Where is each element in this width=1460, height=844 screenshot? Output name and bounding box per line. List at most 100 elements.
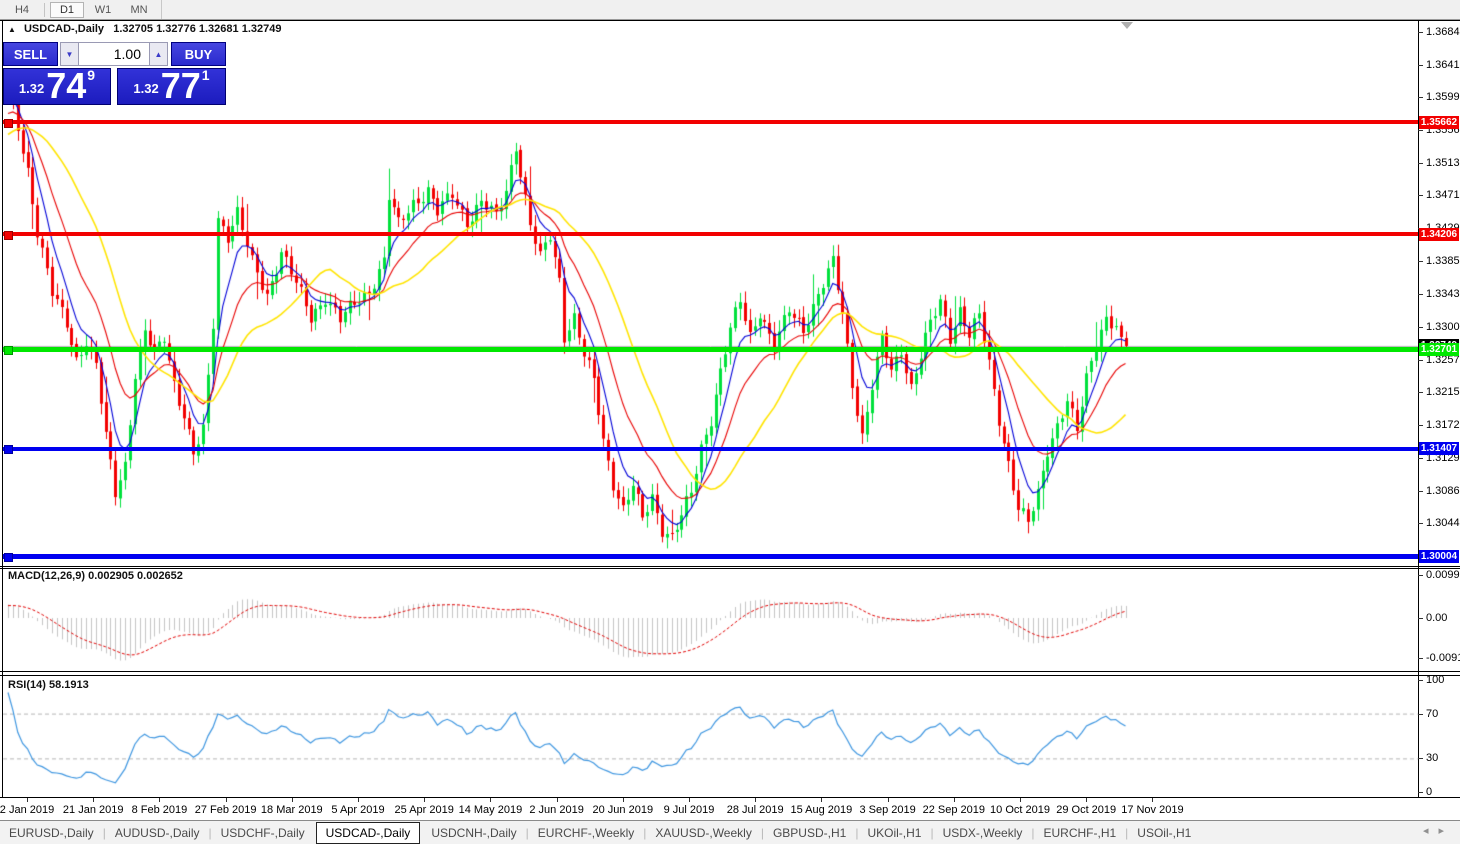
chart-tab-eurchf-h1[interactable]: EURCHF-,H1 [1043,825,1117,840]
date-axis-label: 25 Apr 2019 [394,804,454,816]
buy-button[interactable]: BUY [171,42,226,66]
chart-tab-audusd-daily[interactable]: AUDUSD-,Daily [114,825,200,840]
chart-tab-usdcad-daily[interactable]: USDCAD-,Daily [315,821,421,844]
chart-tab-usoil-h1[interactable]: USOil-,H1 [1137,825,1192,840]
price-axis-tick-mark [1418,457,1423,459]
volume-input[interactable]: 1.00 [79,42,149,66]
date-axis-label: 3 Sep 2019 [859,804,916,816]
rsi-axis-tick-mark [1418,792,1423,793]
chart-tab-usdcnh-daily[interactable]: USDCNH-,Daily [431,825,517,840]
hline-1.35662[interactable] [3,120,1418,125]
hline-1.30004[interactable] [3,553,1418,559]
chart-tab-usdchf-daily[interactable]: USDCHF-,Daily [220,825,305,840]
timeframe-button-h4[interactable]: H4 [14,3,30,16]
date-axis-label: 18 Mar 2019 [260,804,323,816]
date-axis-tick-mark [1152,798,1154,802]
date-axis-tick-mark [622,798,624,802]
hline-price-tag-1.30004: 1.30004 [1419,549,1459,563]
chart-tab-xauusd-weekly[interactable]: XAUUSD-,Weekly [655,825,752,840]
sell-button[interactable]: SELL [3,42,58,66]
timeframe-toolbar: H4 D1 W1 MN [0,0,1460,20]
date-axis-label: 20 Jun 2019 [592,804,654,816]
price-chart-canvas[interactable] [0,20,1460,820]
date-axis-tick-mark [887,798,889,802]
price-axis-border[interactable] [1418,20,1419,798]
chart-ohlc-values: 1.32705 1.32776 1.32681 1.32749 [113,23,282,35]
rsi-axis-tick-mark [1418,758,1423,760]
date-axis-tick-mark [953,798,955,802]
rsi-axis-tick-label: 30 [1426,752,1439,765]
macd-axis-tick-label: 0.00 [1426,612,1448,624]
date-axis-tick-mark [1086,798,1088,802]
chart-tab-ukoil-h1[interactable]: UKOil-,H1 [867,825,922,840]
tab-separator: | [525,825,529,840]
date-axis-tick-mark [821,798,823,802]
tab-separator: | [760,825,764,840]
hline-handle[interactable] [4,118,13,128]
date-axis-label: 28 Jul 2019 [726,804,784,816]
sell-price-prefix: 1.32 [18,81,45,96]
hline-1.32701[interactable] [3,347,1418,353]
timeframe-button-d1[interactable]: D1 [50,1,84,18]
buy-price-display[interactable]: 1.32 77 1 [117,67,226,105]
date-axis-tick-mark [689,798,690,802]
sell-price-display[interactable]: 1.32 74 9 [3,65,111,106]
timeframe-button-mn[interactable]: MN [130,3,148,16]
price-axis-tick-mark [1418,130,1423,132]
main-macd-separator[interactable] [0,566,1460,567]
chart-tab-eurusd-daily[interactable]: EURUSD-,Daily [9,825,94,840]
chart-tab-bar: EURUSD-,Daily | AUDUSD-,Daily | USDCHF-,Dail… [0,820,1460,844]
price-axis-tick-mark [1418,391,1423,393]
volume-increase-button[interactable]: ▲ [149,42,168,66]
hline-handle[interactable] [4,445,13,455]
hline-handle[interactable] [4,346,13,356]
date-axis-tick-mark [159,798,161,802]
chart-tab-usdx-weekly[interactable]: USDX-,Weekly [942,825,1023,840]
tab-separator: | [208,825,212,840]
date-axis-tick-mark [424,798,426,802]
price-axis-tick-label: 1.32570 [1426,353,1460,366]
volume-decrease-button[interactable]: ▼ [60,42,79,66]
price-axis-tick-label: 1.34710 [1426,189,1460,202]
price-axis-tick-label: 1.36410 [1426,58,1460,71]
date-axis-tick-mark [27,798,28,802]
price-axis-tick-label: 1.30860 [1426,484,1460,497]
one-click-trading-panel: SELL ▼ 1.00 ▲ BUY 1.32 74 9 1.32 77 [3,42,226,125]
macd-axis-tick-mark [1418,618,1423,619]
collapse-arrow-icon[interactable]: ▲ [8,25,16,34]
tab-scroll-right-icon[interactable]: ▸ [1438,825,1454,837]
timeframe-button-group: H4 D1 W1 MN [0,0,162,19]
price-axis-tick-mark [1418,32,1423,33]
rsi-axis-tick-mark [1418,680,1423,681]
date-axis-label: 21 Jan 2019 [62,804,124,816]
macd-axis-tick-mark [1418,575,1423,576]
rsi-bottom-border [0,797,1460,798]
tab-scroll-left-icon[interactable]: ◂ [1422,825,1439,837]
price-axis-tick-mark [1418,359,1423,361]
rsi-axis-tick-label: 0 [1426,786,1433,798]
price-axis-tick-label: 1.33000 [1426,320,1460,333]
scroll-to-end-marker-icon[interactable] [1121,22,1133,29]
hline-handle[interactable] [4,552,13,562]
rsi-indicator-label: RSI(14) 58.1913 [8,679,89,691]
sell-price-pip: 9 [87,67,96,83]
hline-1.34206[interactable] [3,232,1418,237]
buy-price-prefix: 1.32 [133,81,159,96]
sell-price-main: 74 [46,65,87,106]
chart-header: ▲ USDCAD-,Daily 1.32705 1.32776 1.32681 … [8,23,281,35]
date-axis-label: 27 Feb 2019 [194,804,257,816]
macd-rsi-separator-2 [0,675,1460,676]
hline-price-tag-1.34206: 1.34206 [1419,227,1459,241]
date-axis-tick-mark [291,798,293,802]
chart-tab-eurchf-weekly[interactable]: EURCHF-,Weekly [537,825,635,840]
macd-axis-tick-mark [1418,657,1423,659]
hline-1.31407[interactable] [3,446,1418,451]
macd-rsi-separator[interactable] [0,671,1460,672]
chart-tab-gbpusd-h1[interactable]: GBPUSD-,H1 [772,825,847,840]
date-axis-tick-mark [358,798,359,802]
buy-price-pip: 1 [201,67,210,83]
timeframe-button-w1[interactable]: W1 [94,3,112,16]
hline-handle[interactable] [4,230,13,240]
